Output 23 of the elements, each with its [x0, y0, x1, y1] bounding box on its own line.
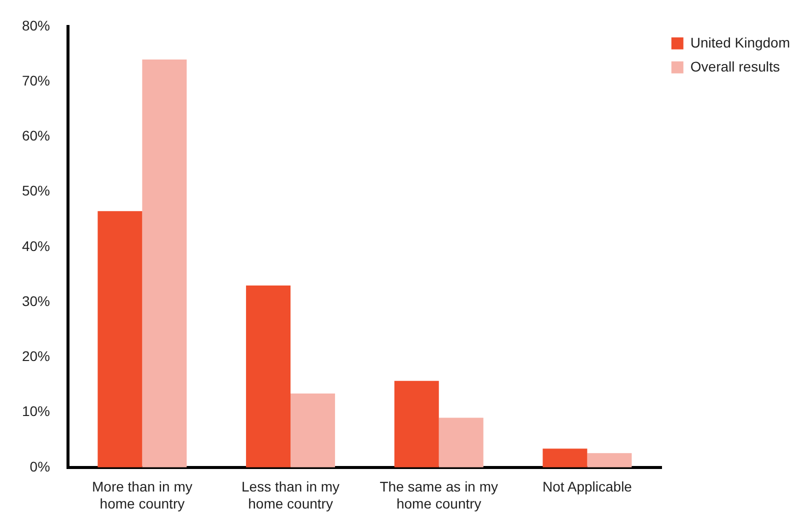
y-tick-label: 50% — [22, 182, 50, 199]
x-tick-label: Less than in my home country — [242, 478, 340, 512]
y-tick-label: 0% — [30, 458, 50, 474]
y-tick-label: 40% — [22, 238, 50, 254]
bar — [438, 418, 484, 468]
bar — [246, 285, 291, 468]
x-tick-label: The same as in my home country — [380, 478, 498, 512]
bar — [142, 59, 187, 468]
legend-label: Overall results — [690, 58, 780, 74]
legend-label: United Kingdom — [690, 34, 790, 50]
y-tick-label: 80% — [22, 17, 50, 34]
bar — [542, 448, 588, 468]
y-tick-label: 20% — [22, 348, 50, 364]
x-tick-label: Not Applicable — [542, 478, 632, 495]
bar — [394, 380, 439, 468]
y-tick-label: 70% — [22, 72, 50, 88]
bar — [290, 394, 336, 468]
bar — [587, 453, 632, 468]
y-tick-label: 30% — [22, 292, 50, 309]
x-tick-label: More than in my home country — [92, 478, 192, 512]
bar — [98, 211, 142, 468]
y-tick-label: 60% — [22, 128, 50, 144]
y-tick-label: 10% — [22, 403, 50, 420]
